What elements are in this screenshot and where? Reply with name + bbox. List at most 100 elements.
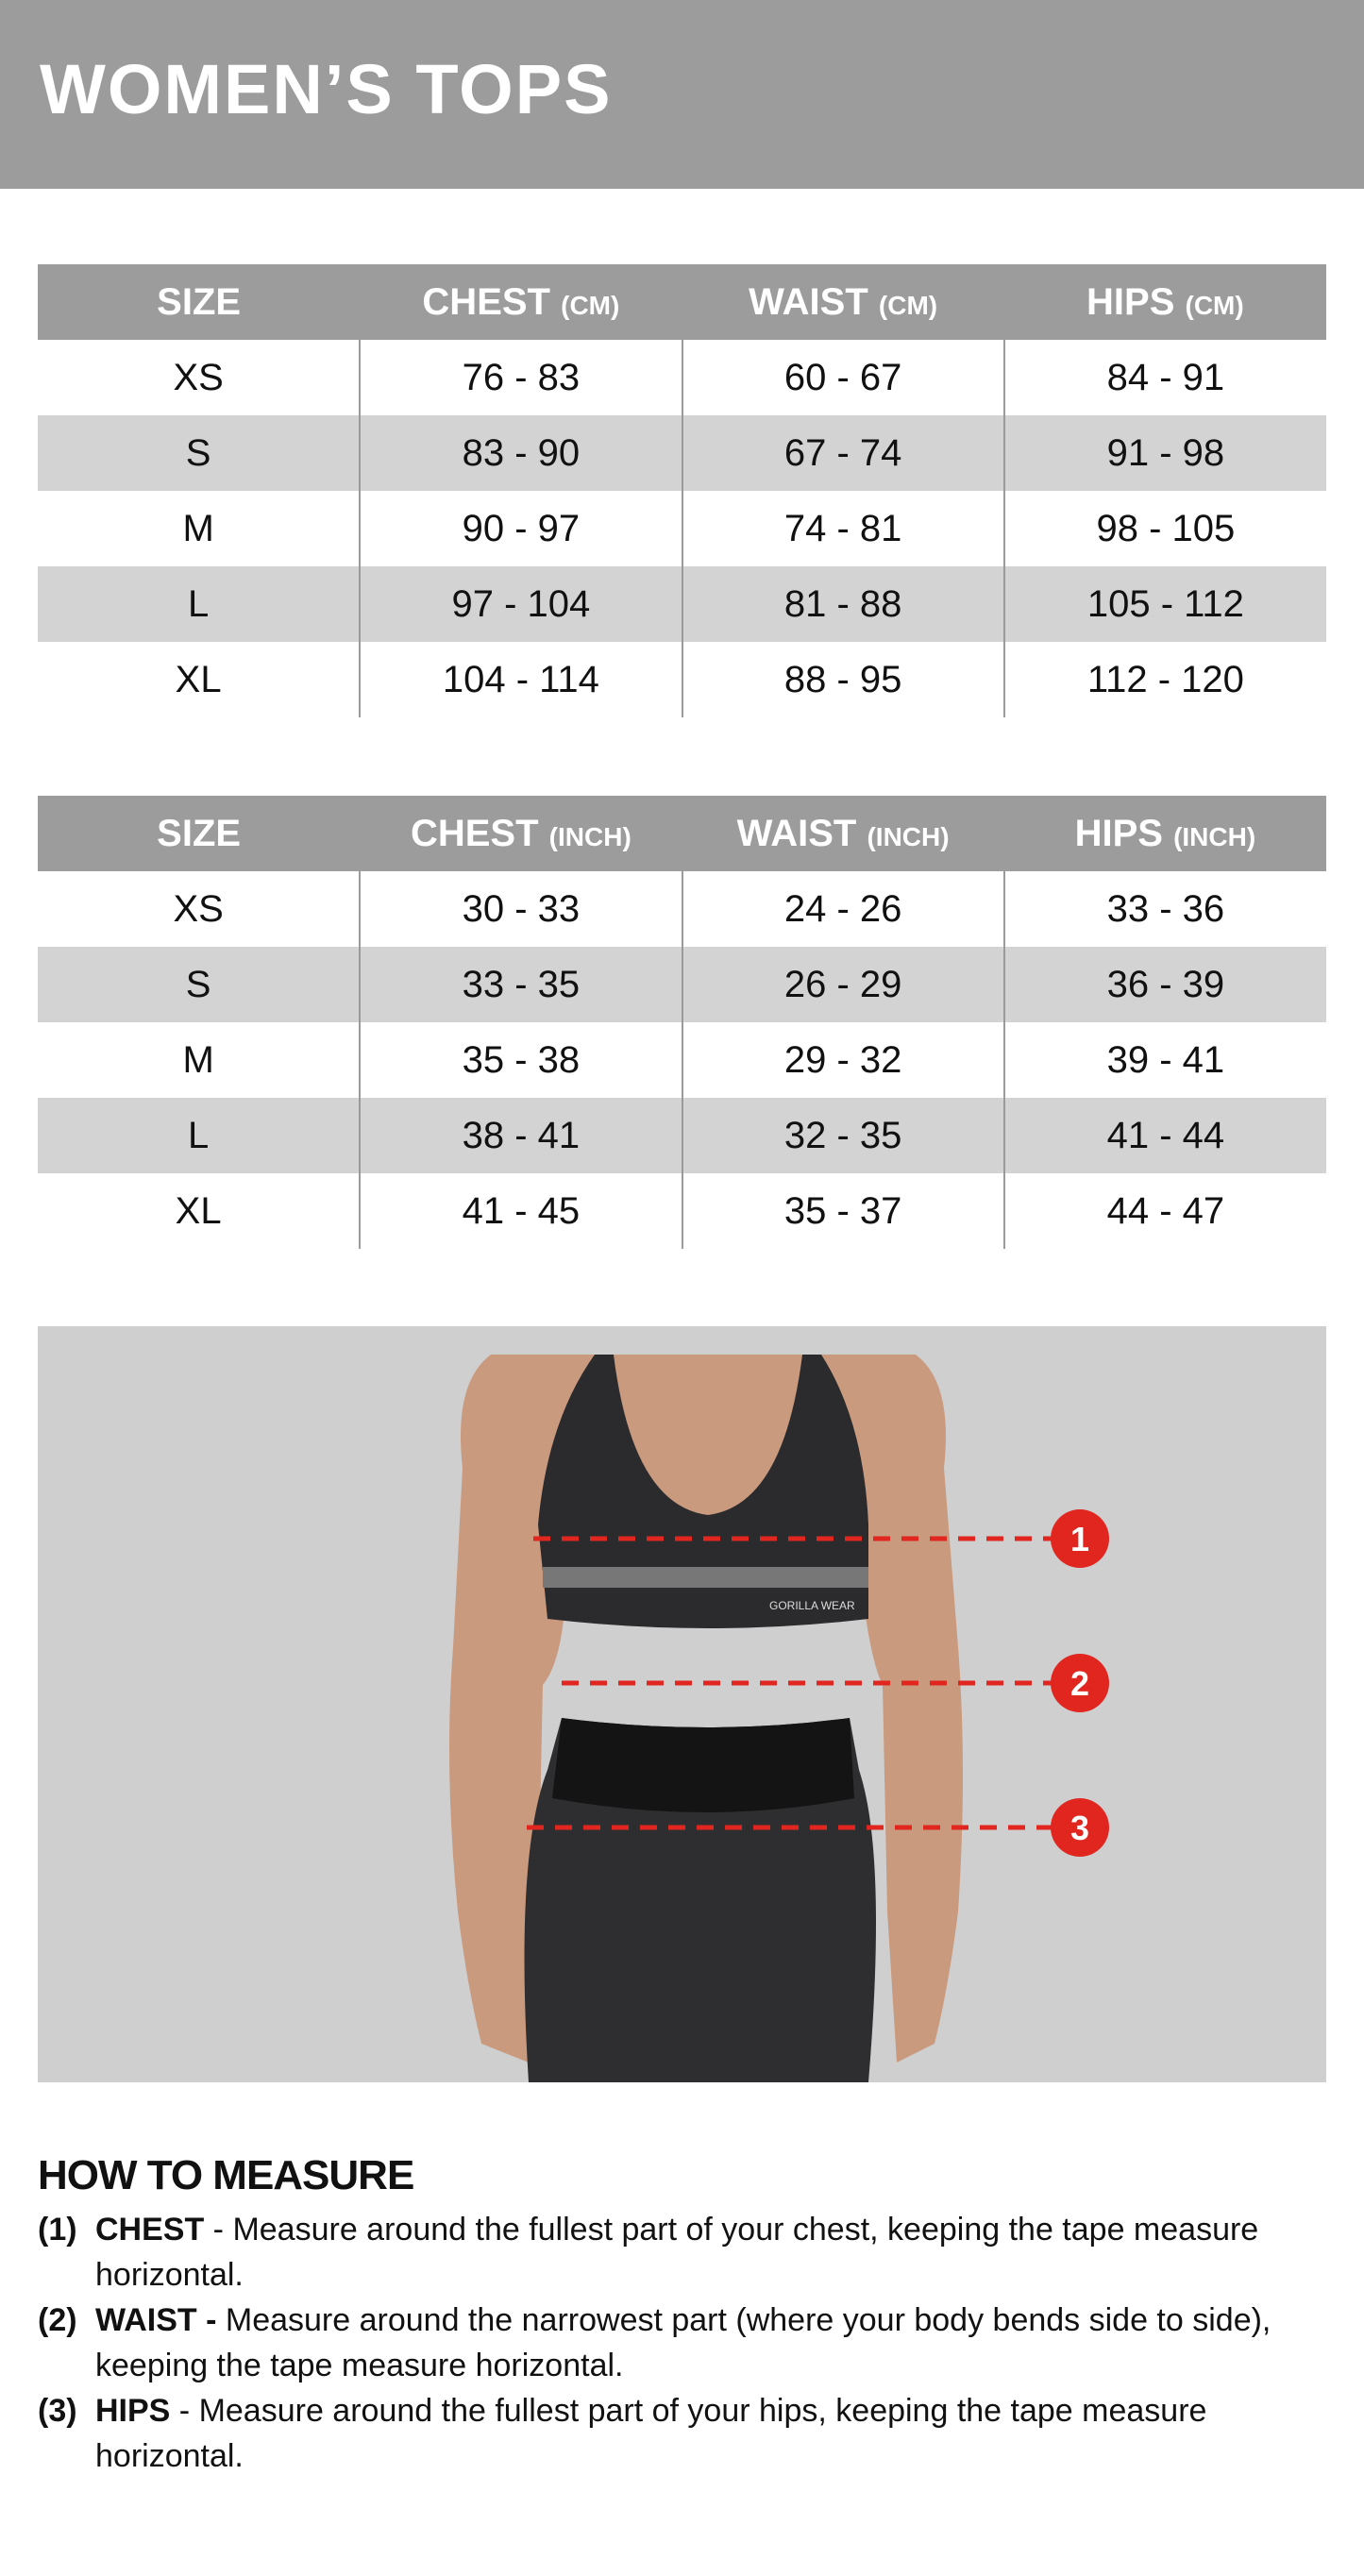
size-table-inch: SIZE CHEST (INCH) WAIST (INCH) HIPS (INCH)… [38,796,1326,1249]
header-row: SIZE CHEST (CM) WAIST (CM) HIPS (CM) [38,264,1326,340]
item-number: (1) [38,2212,77,2248]
table-cell: 24 - 26 [681,871,1004,947]
column-header: SIZE [38,796,361,871]
table-cell: 105 - 112 [1002,566,1326,642]
item-number: (3) [38,2393,77,2429]
table-cell: 91 - 98 [1002,415,1326,491]
table-cell: 81 - 88 [681,566,1004,642]
measurement-photo: GORILLA WEAR 1 2 3 [38,1326,1326,2082]
header-unit: (CM) [878,290,938,320]
leggings [524,1718,876,2082]
table-cell: L [38,1098,361,1173]
table-cell: 41 - 45 [359,1173,682,1249]
table-cell: 44 - 47 [1002,1173,1326,1249]
table-row: XL 41 - 45 35 - 37 44 - 47 [38,1173,1326,1249]
header-unit: (CM) [1185,290,1244,320]
table-cell: 32 - 35 [681,1098,1004,1173]
table-row: L 97 - 104 81 - 88 105 - 112 [38,566,1326,642]
column-header: CHEST (INCH) [360,796,682,871]
header-unit: (CM) [561,290,620,320]
item-number: (2) [38,2302,77,2338]
size-table-cm: SIZE CHEST (CM) WAIST (CM) HIPS (CM) XS 76 -… [38,264,1326,717]
table-cell: 84 - 91 [1002,340,1326,415]
table-cell: 35 - 38 [359,1022,682,1098]
column-header: SIZE [38,264,361,340]
svg-text:2: 2 [1070,1664,1089,1703]
table-cell: XL [175,658,222,700]
item-term: CHEST [95,2212,205,2248]
table-cell: 104 - 114 [359,642,682,717]
header-label: CHEST [410,812,539,854]
table-cell: L [38,566,361,642]
header-label: CHEST [422,280,550,323]
table-cell: XL [175,1189,222,1232]
bra-band-stripe [543,1567,868,1588]
measure-item-chest: (1) CHEST - Measure around the fullest pa… [38,2207,1340,2298]
table-cell: 74 - 81 [681,491,1004,566]
item-text: - Measure around the fullest part of you… [95,2393,1207,2474]
table-cell: 41 - 44 [1002,1098,1326,1173]
header-label: HIPS [1086,280,1175,323]
item-text: - Measure around the fullest part of you… [95,2212,1259,2293]
column-header: HIPS (CM) [1003,264,1326,340]
table-cell: 38 - 41 [359,1098,682,1173]
table-cell: 33 - 35 [359,947,682,1022]
table-cell: 98 - 105 [1002,491,1326,566]
table-cell: 36 - 39 [1002,947,1326,1022]
measure-item-hips: (3) HIPS - Measure around the fullest par… [38,2388,1340,2479]
page-title: WOMEN’S TOPS [40,50,613,128]
header-label: SIZE [157,280,242,323]
table-cell: M [182,1038,214,1081]
column-header: WAIST (INCH) [682,796,1004,871]
how-to-heading: HOW TO MEASURE [38,2152,414,2198]
header-label: WAIST [749,280,868,323]
sports-bra [538,1355,868,1628]
table-cell: 60 - 67 [681,340,1004,415]
table-row: XS 30 - 33 24 - 26 33 - 36 [38,871,1326,947]
waistband [552,1718,854,1812]
table-cell: 67 - 74 [681,415,1004,491]
table-cell: 90 - 97 [359,491,682,566]
table-row: XL 104 - 114 88 - 95 112 - 120 [38,642,1326,717]
item-term: HIPS [95,2393,171,2429]
table-row: XS 76 - 83 60 - 67 84 - 91 [38,340,1326,415]
header-unit: (INCH) [1173,821,1256,851]
svg-text:1: 1 [1070,1520,1089,1558]
model-illustration: GORILLA WEAR 1 2 3 [449,1355,1109,2082]
table-cell: 35 - 37 [681,1173,1004,1249]
table-row: M 35 - 38 29 - 32 39 - 41 [38,1022,1326,1098]
item-term: WAIST - [95,2302,217,2338]
header-unit: (INCH) [548,821,631,851]
table-row: S 83 - 90 67 - 74 91 - 98 [38,415,1326,491]
table-cell: 30 - 33 [359,871,682,947]
marker-3: 3 [1051,1798,1109,1857]
table-row: M 90 - 97 74 - 81 98 - 105 [38,491,1326,566]
header-label: SIZE [157,812,242,854]
header-label: WAIST [736,812,857,854]
column-header: HIPS (INCH) [1003,796,1326,871]
title-banner: WOMEN’S TOPS [0,0,1364,189]
header-row: SIZE CHEST (INCH) WAIST (INCH) HIPS (INCH) [38,796,1326,871]
table-cell: XS [173,356,224,398]
table-row: S 33 - 35 26 - 29 36 - 39 [38,947,1326,1022]
table-cell: S [38,947,361,1022]
table-cell: 83 - 90 [359,415,682,491]
header-unit: (INCH) [867,821,950,851]
brand-text: GORILLA WEAR [769,1599,855,1612]
table-cell: 76 - 83 [359,340,682,415]
how-to-measure: HOW TO MEASURE (1) CHEST - Measure around… [38,2152,1340,2479]
table-cell: XS [173,887,224,930]
table-cell: 97 - 104 [359,566,682,642]
marker-2: 2 [1051,1654,1109,1712]
table-cell: 33 - 36 [1002,871,1326,947]
table-cell: 29 - 32 [681,1022,1004,1098]
table-cell: S [38,415,361,491]
table-cell: 88 - 95 [681,642,1004,717]
measure-item-waist: (2) WAIST - Measure around the narrowest … [38,2298,1340,2388]
column-header: CHEST (CM) [360,264,682,340]
table-row: L 38 - 41 32 - 35 41 - 44 [38,1098,1326,1173]
item-text: Measure around the narrowest part (where… [95,2302,1271,2383]
table-cell: 112 - 120 [1002,642,1326,717]
column-header: WAIST (CM) [682,264,1004,340]
table-cell: 26 - 29 [681,947,1004,1022]
